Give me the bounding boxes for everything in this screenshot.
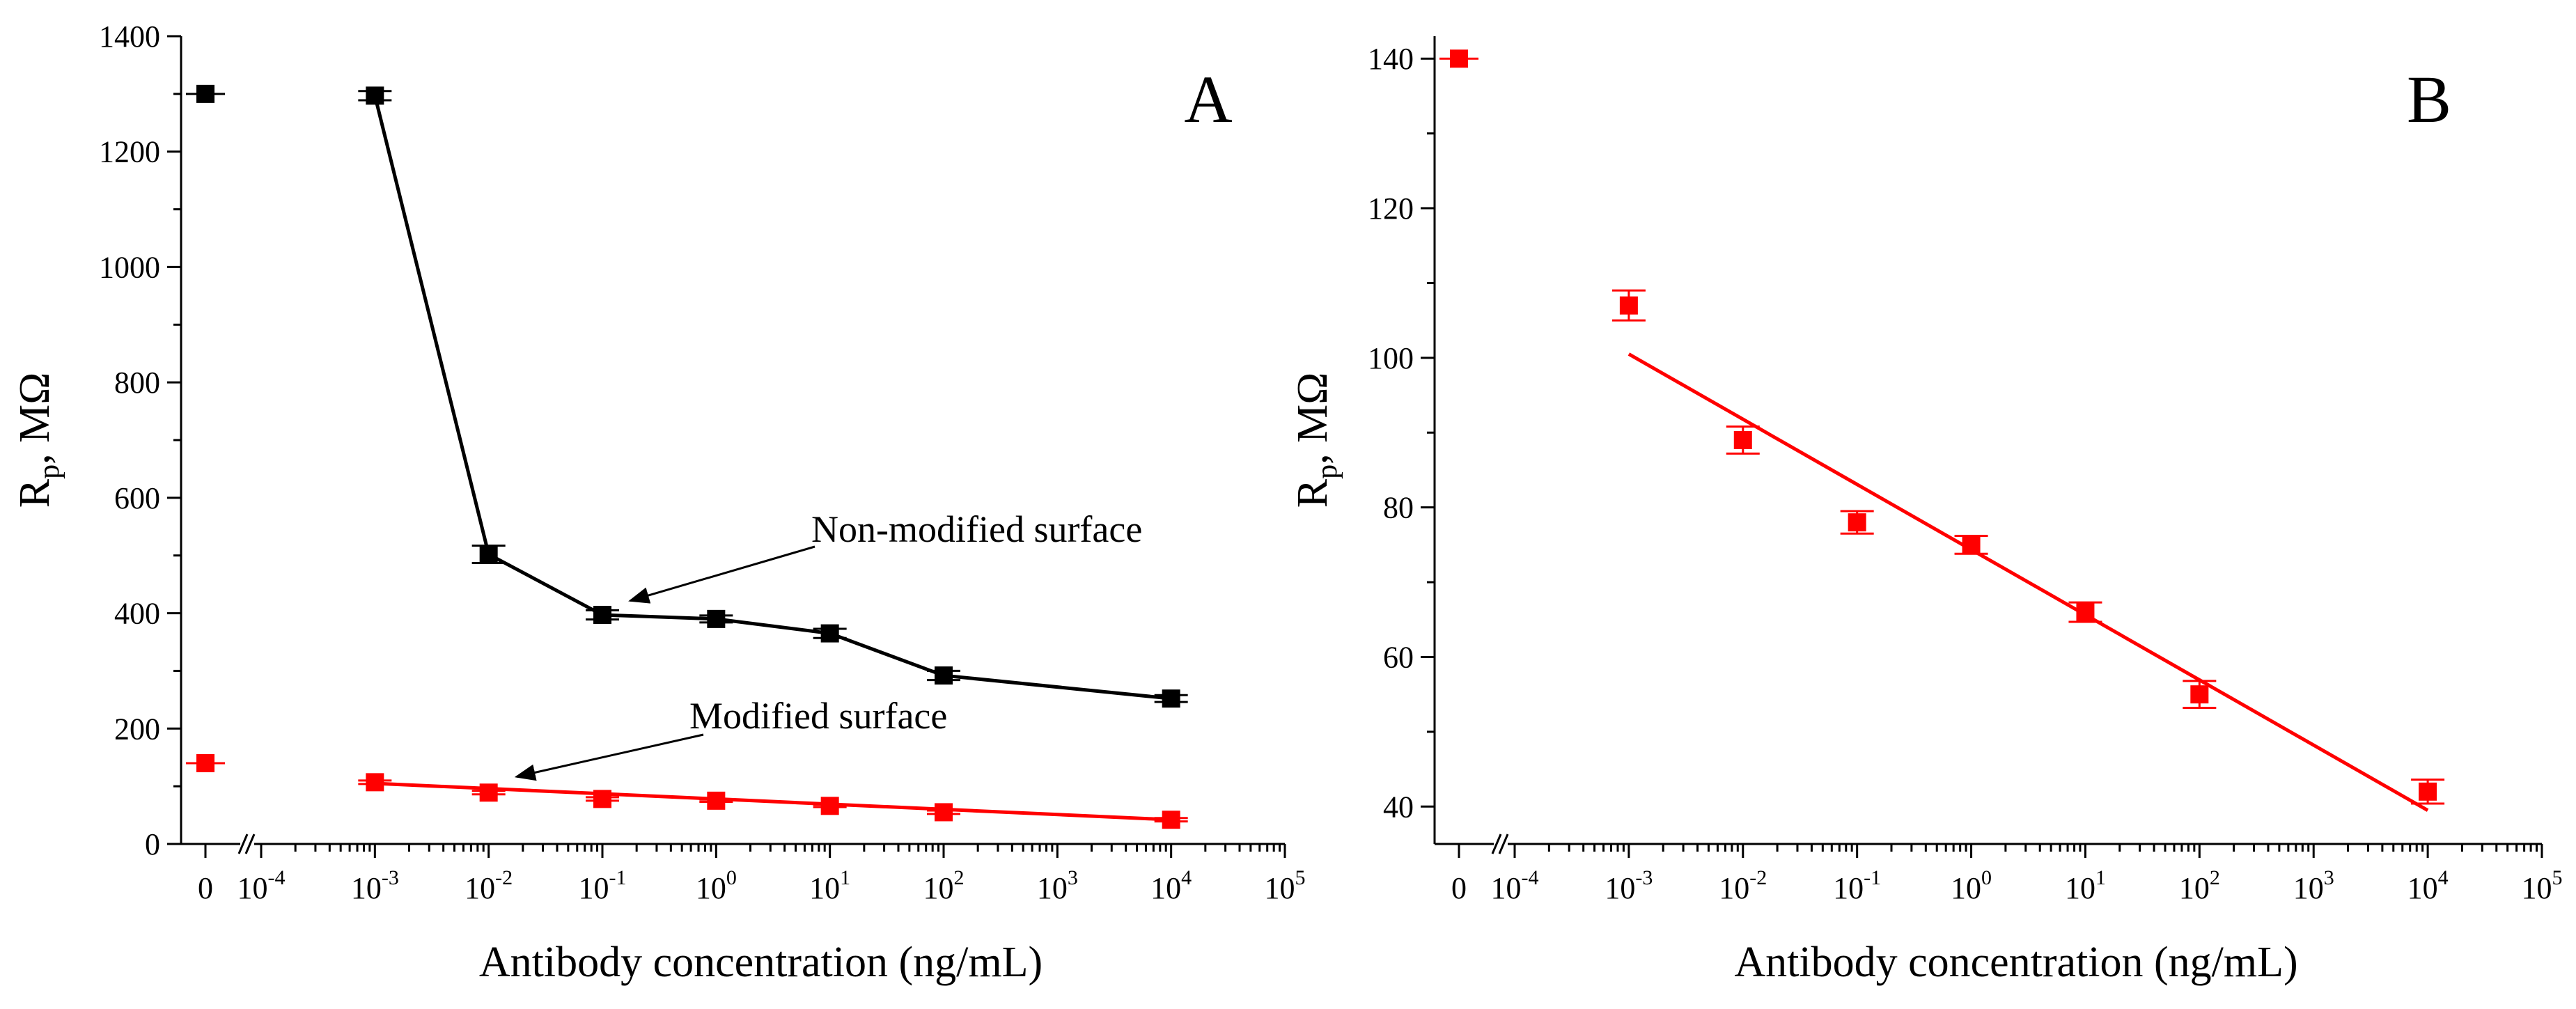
data-point (2190, 685, 2209, 704)
fit-line (375, 781, 1171, 822)
panel-label: A (1184, 62, 1232, 136)
annotation-label: Non-modified surface (811, 508, 1142, 550)
y-tick-label: 60 (1383, 640, 1414, 674)
panel-b: 40 60 80 100 120 140 0 10-4 10-3 10-2 10-1 100 101 10… (1289, 36, 2563, 986)
data-point (1848, 513, 1866, 532)
x-tick-label: 105 (1265, 866, 1306, 905)
y-tick-label: 1200 (99, 135, 160, 169)
data-point-zero (196, 754, 214, 772)
data-point (707, 609, 726, 628)
y-tick-label: 600 (114, 481, 160, 515)
data-point (593, 790, 611, 808)
data-point (366, 86, 384, 105)
y-tick-label: 0 (145, 827, 160, 861)
y-tick-label: 1400 (99, 19, 160, 54)
y-tick-label: 40 (1383, 790, 1414, 824)
x-tick-label: 104 (1150, 866, 1192, 905)
x-tick-label: 10-3 (1605, 866, 1653, 905)
data-point (479, 545, 498, 564)
x-tick-label-zero: 0 (198, 871, 213, 905)
x-tick-label: 10-1 (1833, 866, 1881, 905)
axis-break-mark (1491, 834, 1502, 854)
y-tick-label: 100 (1368, 341, 1414, 375)
x-axis-title: Antibody concentration (ng/mL) (1734, 939, 2297, 986)
x-tick-label: 10-2 (1719, 866, 1767, 905)
data-point-zero (196, 84, 214, 103)
x-tick-label: 10-1 (579, 866, 627, 905)
data-point (820, 624, 839, 643)
x-tick-label: 10-4 (1491, 866, 1539, 905)
data-point (1162, 689, 1180, 708)
x-axis-title: Antibody concentration (ng/mL) (479, 939, 1043, 986)
y-tick-label: 200 (114, 712, 160, 746)
x-tick-label: 105 (2522, 866, 2563, 905)
x-tick-label: 102 (923, 866, 965, 905)
x-tick-label: 100 (696, 866, 737, 905)
fit-line (1627, 352, 2429, 812)
x-tick-label: 103 (2293, 866, 2334, 905)
axis-break-mark (237, 834, 249, 854)
x-tick-label: 102 (2179, 866, 2220, 905)
x-tick-label-zero: 0 (1451, 871, 1467, 905)
data-point-zero (1450, 49, 1468, 68)
axis-break-mark (244, 834, 256, 854)
annotation-label: Modified surface (689, 695, 947, 737)
data-point (1619, 296, 1638, 315)
x-tick-label: 101 (2065, 866, 2106, 905)
y-axis-title: Rp, MΩ (1289, 373, 1343, 508)
x-tick-label: 10-4 (237, 866, 286, 905)
x-tick-label: 103 (1037, 866, 1078, 905)
panel-a: 0 200 400 600 800 1000 1200 1400 0 10-4 10-3 10-2 10… (11, 19, 1306, 986)
data-point (2076, 603, 2095, 622)
panel-label: B (2407, 62, 2451, 136)
data-point (479, 783, 498, 802)
data-point (820, 797, 839, 815)
x-tick-label: 100 (1951, 866, 1992, 905)
annotation-arrow (514, 733, 704, 781)
data-point (1162, 811, 1180, 829)
data-point (366, 773, 384, 792)
y-tick-label: 800 (114, 366, 160, 400)
x-tick-label: 10-2 (465, 866, 513, 905)
y-axis-title: Rp, MΩ (11, 373, 65, 508)
x-tick-label: 101 (809, 866, 850, 905)
y-tick-label: 80 (1383, 491, 1414, 525)
data-point (2419, 782, 2437, 801)
series-line (373, 95, 1171, 701)
y-tick-label: 1000 (99, 250, 160, 284)
data-point (935, 803, 953, 822)
data-point (593, 606, 611, 625)
data-point (707, 791, 726, 810)
x-tick-label: 104 (2407, 866, 2449, 905)
data-point (1733, 431, 1752, 449)
annotation-arrow (628, 545, 815, 604)
y-tick-label: 400 (114, 597, 160, 631)
x-tick-label: 10-3 (351, 866, 399, 905)
y-tick-label: 120 (1368, 191, 1414, 226)
data-point (935, 666, 953, 685)
axis-break-mark (1498, 834, 1509, 854)
y-tick-label: 140 (1368, 42, 1414, 76)
data-point (1962, 535, 1981, 554)
